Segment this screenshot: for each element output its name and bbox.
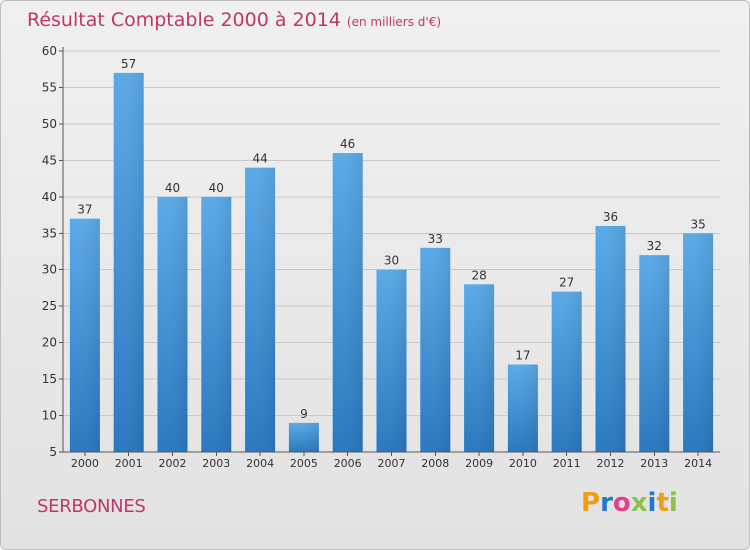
bar-shade: [332, 153, 363, 452]
y-tick-label: 35: [42, 226, 57, 240]
y-tick-label: 15: [42, 372, 57, 386]
bar-shade: [157, 196, 188, 452]
data-label: 17: [515, 349, 530, 363]
x-tick-label: 2014: [684, 457, 712, 470]
bar-shade: [113, 72, 144, 452]
data-label: 57: [121, 57, 136, 71]
y-tick-label: 50: [42, 117, 57, 131]
y-tick-label: 10: [42, 409, 57, 423]
bar-shade: [288, 422, 319, 452]
x-tick-label: 2011: [553, 457, 581, 470]
chart-title: Résultat Comptable 2000 à 2014 (en millie…: [27, 9, 441, 31]
x-tick-label: 2004: [246, 457, 274, 470]
x-tick-label: 2009: [465, 457, 493, 470]
bar-shade: [201, 196, 232, 452]
x-tick-label: 2005: [290, 457, 318, 470]
y-tick-label: 30: [42, 263, 57, 277]
bar-shade: [376, 269, 407, 452]
data-label: 35: [690, 217, 705, 231]
x-tick-label: 2012: [597, 457, 625, 470]
y-tick-label: 55: [42, 80, 57, 94]
proxiti-logo: Proxiti: [581, 488, 678, 518]
data-label: 30: [384, 254, 399, 268]
data-label: 9: [300, 407, 308, 421]
y-tick-label: 40: [42, 190, 57, 204]
y-tick-label: 45: [42, 153, 57, 167]
y-tick-label: 60: [42, 44, 57, 58]
logo-letter: i: [647, 488, 657, 518]
bar-shade: [551, 291, 582, 452]
x-tick-label: 2010: [509, 457, 537, 470]
commune-name: SERBONNES: [37, 496, 146, 517]
logo-letter: P: [581, 488, 601, 518]
data-label: 36: [603, 210, 618, 224]
data-label: 32: [647, 239, 662, 253]
data-label: 46: [340, 137, 355, 151]
data-label: 27: [559, 276, 574, 290]
x-tick-label: 2002: [159, 457, 187, 470]
bar-shade: [507, 364, 538, 452]
bar-shade: [464, 284, 495, 452]
bar-shade: [420, 247, 451, 452]
logo-letter: o: [612, 488, 631, 518]
data-label: 44: [252, 152, 267, 166]
data-label: 40: [209, 181, 224, 195]
logo-letter: t: [656, 488, 669, 518]
y-tick-label: 5: [49, 445, 57, 459]
x-tick-label: 2008: [421, 457, 449, 470]
bar-shade: [245, 167, 276, 452]
x-tick-label: 2000: [71, 457, 99, 470]
data-label: 33: [428, 232, 443, 246]
y-tick-label: 25: [42, 299, 57, 313]
y-tick-label: 20: [42, 336, 57, 350]
x-tick-label: 2001: [115, 457, 143, 470]
data-label: 28: [471, 268, 486, 282]
data-label: 37: [77, 203, 92, 217]
logo-letter: x: [630, 488, 648, 518]
subtitle-text: (en milliers d'€): [346, 15, 442, 29]
x-tick-label: 2003: [202, 457, 230, 470]
bar-shade: [595, 225, 626, 452]
data-label: 40: [165, 181, 180, 195]
title-text: Résultat Comptable 2000 à 2014: [27, 9, 341, 31]
bar-shade: [639, 255, 670, 452]
bar-shade: [683, 233, 714, 452]
logo-letter: r: [600, 488, 613, 518]
x-tick-label: 2007: [378, 457, 406, 470]
x-tick-label: 2013: [640, 457, 668, 470]
bar-shade: [69, 218, 100, 452]
logo-letter: i: [668, 488, 678, 518]
x-tick-label: 2006: [334, 457, 362, 470]
